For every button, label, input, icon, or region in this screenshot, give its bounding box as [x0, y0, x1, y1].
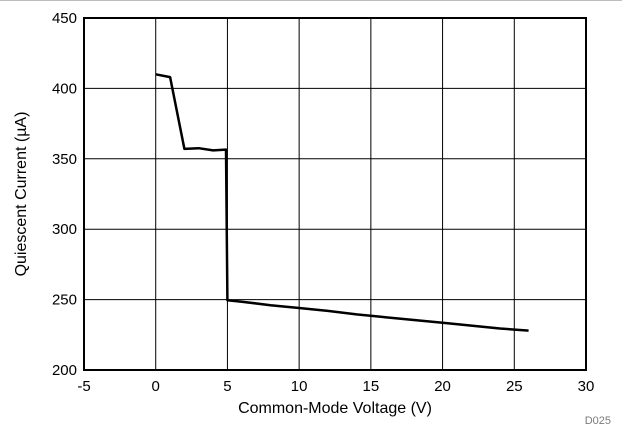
top-rule [0, 0, 622, 1]
y-axis-title: Quiescent Current (µA) [13, 112, 30, 277]
x-tick-label-0: -5 [77, 378, 90, 395]
y-axis-ticks: 200 250 300 350 400 450 [52, 10, 77, 379]
figure-id: D025 [585, 415, 611, 427]
y-tick-label-5: 450 [52, 10, 77, 27]
y-tick-label-4: 400 [52, 80, 77, 97]
x-tick-label-1: 0 [152, 378, 160, 395]
x-tick-label-2: 5 [223, 378, 231, 395]
y-tick-label-1: 250 [52, 292, 77, 309]
x-tick-label-5: 20 [434, 378, 451, 395]
y-tick-label-0: 200 [52, 362, 77, 379]
x-axis-ticks: -5 0 5 10 15 20 25 30 [77, 378, 594, 395]
y-tick-label-3: 350 [52, 151, 77, 168]
x-axis-title: Common-Mode Voltage (V) [238, 400, 432, 417]
series-group [155, 73, 529, 332]
plot-frame [83, 17, 587, 371]
x-tick-label-4: 15 [363, 378, 380, 395]
grid [84, 18, 586, 370]
x-tick-label-7: 30 [578, 378, 595, 395]
series-line-0 [155, 73, 529, 332]
x-tick-label-6: 25 [506, 378, 523, 395]
y-tick-label-2: 300 [52, 221, 77, 238]
x-tick-label-3: 10 [291, 378, 308, 395]
